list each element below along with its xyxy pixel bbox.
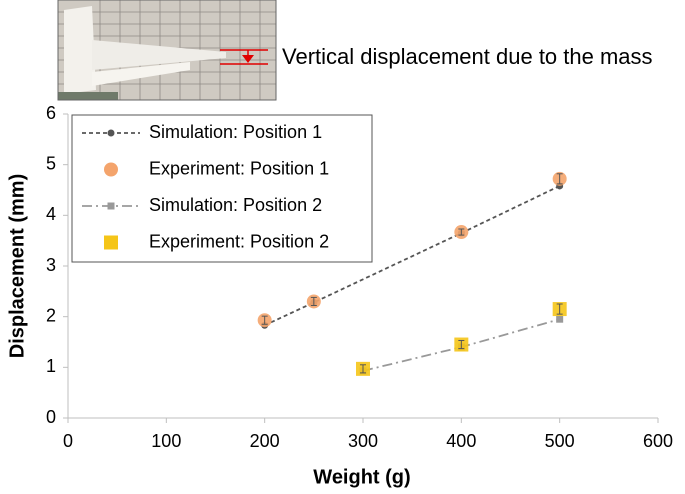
x-tick-label: 0 [63,431,73,451]
displacement-arrow [220,49,268,65]
annotation: Vertical displacement due to the mass [282,44,653,69]
y-tick-label: 6 [46,103,56,123]
x-tick-label: 400 [446,431,476,451]
x-axis-title: Weight (g) [313,466,410,488]
y-tick-label: 3 [46,255,56,275]
y-tick-label: 1 [46,356,56,376]
legend-label: Experiment: Position 2 [149,231,329,251]
series-line [264,185,561,327]
x-tick-label: 300 [348,431,378,451]
y-tick-label: 0 [46,407,56,427]
x-tick-label: 100 [151,431,181,451]
legend-box [71,114,373,263]
legend-marker [104,162,118,177]
x-tick-label: 500 [545,431,575,451]
legend-marker [107,129,115,137]
x-tick-label: 200 [250,431,280,451]
legend-label: Experiment: Position 1 [149,158,329,178]
y-tick-label: 2 [46,305,56,325]
y-tick-label: 5 [46,153,56,173]
legend-marker [104,235,118,250]
legend-label: Simulation: Position 2 [149,195,322,215]
y-tick-label: 4 [46,204,56,224]
legend-label: Simulation: Position 1 [149,122,322,142]
y-axis-title: Displacement (mm) [6,174,28,359]
legend-marker [107,202,115,210]
marker [556,315,564,323]
x-tick-label: 600 [643,431,673,451]
